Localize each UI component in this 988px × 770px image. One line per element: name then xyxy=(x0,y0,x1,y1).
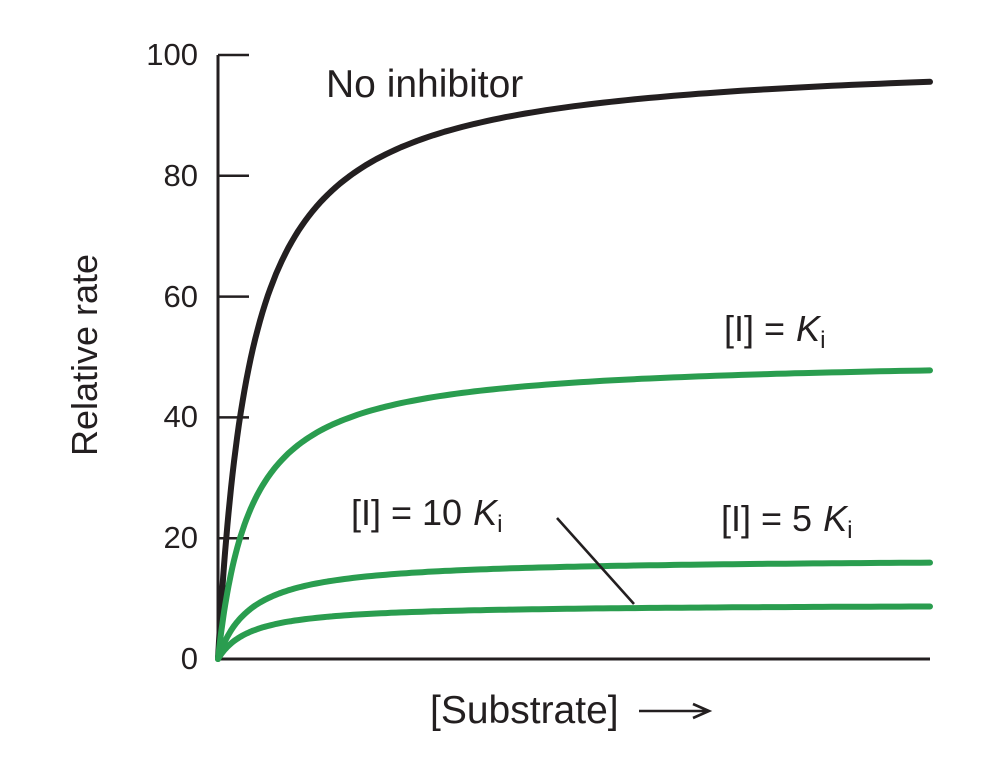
Ki-symbol: K xyxy=(796,308,821,349)
y-tick-label: 60 xyxy=(163,278,198,314)
Ki-symbol: K xyxy=(823,498,848,539)
label-I-equals-Ki: [I] = Ki xyxy=(724,308,826,353)
label-I-equals-10Ki-prefix: [I] = 10 xyxy=(351,492,473,533)
label-no-inhibitor: No inhibitor xyxy=(326,63,524,106)
x-axis-title-text: [Substrate] xyxy=(430,689,619,732)
curve-I_eq_Ki xyxy=(215,367,933,662)
y-tick-label: 80 xyxy=(163,157,198,193)
y-tick-label: 0 xyxy=(180,641,198,676)
label-I-equals-Ki-prefix: [I] = xyxy=(724,308,796,349)
Ki-subscript: i xyxy=(497,510,503,538)
y-tick-label: 20 xyxy=(163,520,198,556)
Ki-subscript: i xyxy=(820,326,826,354)
label-I-equals-10Ki: [I] = 10 Ki xyxy=(351,492,503,537)
x-axis-title: [Substrate] xyxy=(430,688,715,734)
label-I-equals-5Ki-prefix: [I] = 5 xyxy=(721,498,823,539)
right-arrow-icon xyxy=(637,701,715,721)
curve-no_inhibitor xyxy=(215,78,933,662)
y-tick-label: 100 xyxy=(146,37,198,72)
Ki-symbol: K xyxy=(473,492,498,533)
y-tick-label: 40 xyxy=(163,399,198,435)
right-arrow-glyph xyxy=(638,702,712,720)
curve-I_eq_10Ki xyxy=(215,603,933,662)
label-I-equals-5Ki: [I] = 5 Ki xyxy=(721,498,853,543)
ki10-pointer-line xyxy=(556,517,635,605)
curve-I_eq_5Ki xyxy=(215,559,933,662)
Ki-subscript: i xyxy=(847,516,853,544)
